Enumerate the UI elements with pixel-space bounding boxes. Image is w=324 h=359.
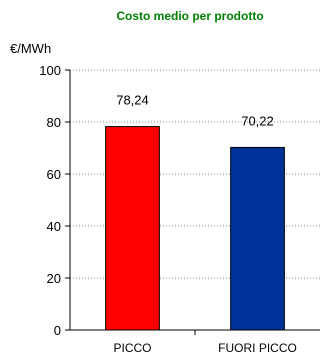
- bar: [230, 146, 285, 331]
- chart-title: Costo medio per prodotto: [116, 9, 263, 23]
- bar: [105, 126, 160, 331]
- y-tick-label: 60: [47, 167, 61, 182]
- category-label: FUORI PICCO: [218, 341, 297, 355]
- bars: [105, 126, 285, 331]
- data-label: 78,24: [116, 93, 149, 108]
- y-tick-labels: 0 20 40 60 80 100: [39, 63, 61, 338]
- y-tick-label: 40: [47, 219, 61, 234]
- axes: [69, 70, 320, 335]
- category-label: PICCO: [113, 341, 151, 355]
- y-tick-label: 20: [47, 271, 61, 286]
- y-axis-unit-label: €/MWh: [10, 41, 51, 56]
- y-tick-label: 0: [54, 323, 61, 338]
- y-tick-label: 100: [39, 63, 61, 78]
- gridlines: [65, 69, 320, 331]
- data-labels: 78,24 70,22: [116, 93, 274, 129]
- y-tick-label: 80: [47, 115, 61, 130]
- data-label: 70,22: [241, 113, 274, 128]
- category-labels: PICCO FUORI PICCO: [113, 341, 296, 355]
